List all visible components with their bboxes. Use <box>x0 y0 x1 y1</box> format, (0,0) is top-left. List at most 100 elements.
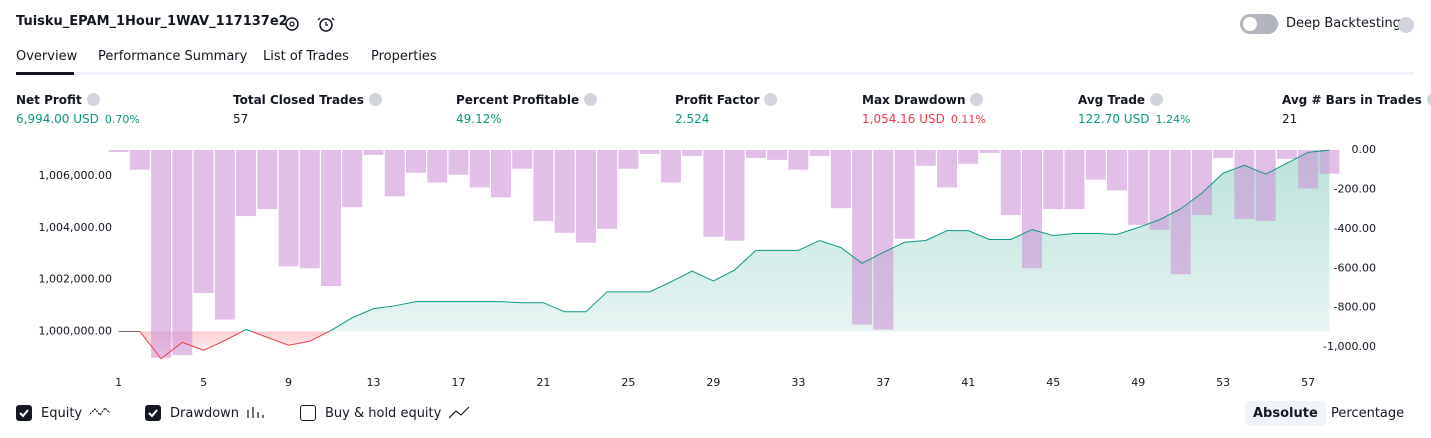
legend-item[interactable]: Drawdown <box>145 405 269 421</box>
metric-label-text: Total Closed Trades <box>233 93 364 107</box>
tab[interactable]: Overview <box>16 49 78 64</box>
strategy-title: Tuisku_EPAM_1Hour_1WAV_117137e2 <box>16 14 288 29</box>
checkbox[interactable] <box>16 405 32 421</box>
legend-icon <box>90 407 111 416</box>
drawdown-bar <box>1064 150 1085 210</box>
x-tick-label: 53 <box>1216 376 1230 389</box>
y2-tick-label: -800.00 <box>1334 301 1376 314</box>
equity-line <box>118 149 1330 360</box>
active-tab-underline <box>16 72 74 75</box>
info-icon[interactable] <box>86 93 100 106</box>
drawdown-bar <box>788 150 809 170</box>
info-icon[interactable] <box>368 93 382 106</box>
info-icon[interactable] <box>584 93 598 106</box>
x-tick-label: 37 <box>876 376 890 389</box>
metric-value-text: 1,054.16 USD <box>862 112 945 126</box>
metric-value-text: 122.70 USD <box>1078 112 1150 126</box>
metric-label-text: Avg # Bars in Trades <box>1282 93 1422 107</box>
drawdown-bar <box>1298 150 1319 189</box>
y2-tick-label: 0.00 <box>1352 143 1377 156</box>
legend-item[interactable]: Buy & hold equity <box>300 405 471 421</box>
scale-mode[interactable]: Percentage <box>1331 406 1405 421</box>
drawdown-bar <box>448 150 469 175</box>
metric-percent: 0.70% <box>104 113 140 126</box>
metric-value: 6,994.00 USD 0.70% <box>16 112 140 126</box>
deep-backtesting-toggle[interactable] <box>1240 14 1278 34</box>
info-icon[interactable] <box>1150 93 1164 106</box>
y2-tick-label: -1,000.00 <box>1323 340 1376 353</box>
x-tick-label: 9 <box>285 376 292 389</box>
drawdown-bar <box>490 150 511 198</box>
info-icon[interactable] <box>764 93 778 106</box>
drawdown-bar <box>406 150 426 173</box>
metric-value-text: 2.524 <box>675 112 710 126</box>
metric-label: Avg # Bars in Trades <box>1282 93 1431 107</box>
x-tick-label: 45 <box>1046 376 1060 389</box>
drawdown-bar <box>682 150 703 156</box>
drawdown-bar <box>873 150 894 330</box>
deep-backtesting-label: Deep Backtesting <box>1286 16 1402 31</box>
x-tick-label: 41 <box>961 376 975 389</box>
x-tick-label: 49 <box>1131 376 1145 389</box>
y2-tick-label: -400.00 <box>1334 222 1376 235</box>
tab[interactable]: List of Trades <box>263 49 349 64</box>
info-icon[interactable] <box>1426 93 1431 106</box>
drawdown-bar <box>151 150 172 358</box>
checkbox[interactable] <box>300 405 316 421</box>
alert-icon[interactable] <box>319 18 333 32</box>
metric-value-text: 6,994.00 USD <box>16 112 99 126</box>
drawdown-bar <box>1234 150 1255 220</box>
help-icon[interactable] <box>1398 17 1414 33</box>
info-icon[interactable] <box>970 93 984 106</box>
x-tick-label: 17 <box>451 376 465 389</box>
x-tick-label: 33 <box>791 376 805 389</box>
drawdown-bar <box>1022 150 1042 269</box>
x-tick-label: 25 <box>621 376 635 389</box>
drawdown-bar <box>1085 150 1106 180</box>
drawdown-bar <box>533 150 554 221</box>
metric-percent: 0.11% <box>950 113 986 126</box>
x-tick-label: 13 <box>367 376 381 389</box>
drawdown-bar <box>597 150 618 229</box>
drawdown-bar <box>469 150 490 188</box>
drawdown-bar <box>767 150 788 160</box>
tab[interactable]: Performance Summary <box>98 49 248 64</box>
legend-item[interactable]: Equity <box>16 405 112 421</box>
metric-value-text: 49.12% <box>456 112 502 126</box>
drawdown-bar <box>1106 150 1127 191</box>
drawdown-bar <box>257 150 278 210</box>
y-tick-label: 1,002,000.00 <box>39 273 112 286</box>
settings-icon[interactable] <box>285 17 299 31</box>
check <box>19 409 29 418</box>
equity-area <box>118 150 1330 359</box>
drawdown-bar <box>724 150 745 241</box>
drawdown-bar <box>1319 150 1340 174</box>
drawdown-bar <box>1276 150 1297 159</box>
drawdown-bar <box>1149 150 1170 230</box>
drawdown-bar <box>1213 150 1234 158</box>
header-icons <box>285 17 335 32</box>
drawdown-bar <box>809 150 830 156</box>
x-tick-label: 1 <box>115 376 122 389</box>
drawdown-bar <box>1255 150 1276 221</box>
metric-value: 57 <box>233 112 248 126</box>
metric-value: 2.524 <box>675 112 709 126</box>
checkbox[interactable] <box>145 405 161 421</box>
y2-tick-label: -200.00 <box>1334 182 1376 195</box>
drawdown-bar <box>618 150 639 169</box>
legend-icon <box>247 407 264 418</box>
metric-label: Profit Factor <box>675 93 778 107</box>
drawdown-bar <box>554 150 575 233</box>
metric-label-text: Profit Factor <box>675 93 760 107</box>
drawdown-bar <box>278 150 299 267</box>
y-tick-label: 1,004,000.00 <box>39 221 112 234</box>
drawdown-bar <box>915 150 936 166</box>
tab-rule <box>16 72 1414 75</box>
drawdown-bar <box>852 150 873 325</box>
metric-label: Total Closed Trades <box>233 93 382 107</box>
tab[interactable]: Properties <box>371 49 437 64</box>
drawdown-bar <box>321 150 342 287</box>
metric-label: Max Drawdown <box>862 93 984 107</box>
scale-mode[interactable]: Absolute <box>1245 401 1326 426</box>
